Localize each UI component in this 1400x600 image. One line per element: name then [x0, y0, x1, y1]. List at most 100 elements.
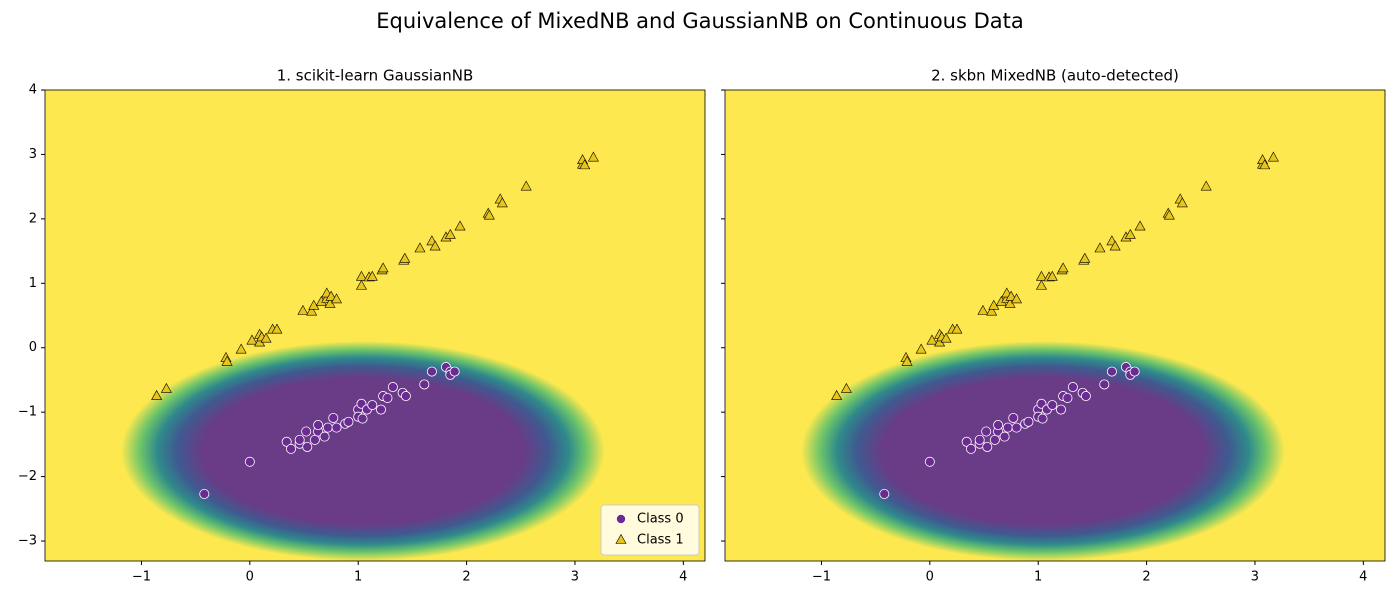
- point: [974, 434, 985, 445]
- y-tick-label: 3: [29, 147, 37, 162]
- point: [1079, 252, 1091, 263]
- point: [309, 434, 320, 445]
- x-tick-label: 0: [926, 570, 934, 585]
- point: [1062, 392, 1073, 403]
- y-tick-label: 1: [29, 276, 37, 291]
- point: [221, 355, 233, 366]
- point: [319, 431, 330, 442]
- y-tick-label: −1: [18, 405, 37, 420]
- point: [993, 420, 1004, 431]
- point: [286, 443, 297, 454]
- axes-title: 2. skbn MixedNB (auto-detected): [931, 67, 1179, 85]
- point: [1129, 366, 1140, 377]
- point: [1176, 197, 1188, 208]
- point: [313, 420, 324, 431]
- point: [308, 299, 320, 310]
- point: [901, 355, 913, 366]
- point: [1002, 422, 1013, 433]
- point: [1067, 382, 1078, 393]
- point: [1094, 242, 1106, 253]
- point: [199, 488, 210, 499]
- point: [940, 332, 952, 343]
- x-tick-label: −1: [132, 570, 151, 585]
- legend-label: Class 1: [637, 533, 684, 548]
- point: [1200, 180, 1212, 191]
- point: [981, 426, 992, 437]
- x-tick-label: −1: [812, 570, 831, 585]
- point: [951, 323, 963, 334]
- point: [301, 426, 312, 437]
- point: [982, 441, 993, 452]
- axes-title: 1. scikit-learn GaussianNB: [277, 67, 474, 85]
- x-tick-label: 4: [1359, 570, 1367, 585]
- point: [496, 197, 508, 208]
- y-tick-label: −3: [18, 534, 37, 549]
- point: [483, 209, 495, 220]
- point: [1055, 404, 1066, 415]
- point: [454, 220, 466, 231]
- figure-title: Equivalence of MixedNB and GaussianNB on…: [376, 9, 1024, 33]
- plot-area: [45, 90, 705, 561]
- point: [367, 400, 378, 411]
- x-tick-label: 1: [1034, 570, 1042, 585]
- x-tick-label: 1: [354, 570, 362, 585]
- point: [977, 304, 989, 315]
- point: [419, 379, 430, 390]
- point: [1109, 240, 1121, 251]
- point: [399, 252, 411, 263]
- point: [235, 343, 247, 354]
- point: [377, 262, 389, 273]
- point: [400, 391, 411, 402]
- point: [449, 366, 460, 377]
- axes-frame: [44, 89, 706, 562]
- point: [260, 332, 272, 343]
- plot-area: [725, 90, 1385, 561]
- point: [355, 279, 367, 290]
- point: [1106, 366, 1117, 377]
- x-tick-label: 2: [462, 570, 470, 585]
- x-tick-label: 0: [246, 570, 254, 585]
- point: [924, 456, 935, 467]
- point: [244, 456, 255, 467]
- point: [375, 404, 386, 415]
- point: [382, 392, 393, 403]
- point: [579, 159, 591, 170]
- point: [999, 431, 1010, 442]
- point: [331, 293, 343, 304]
- point: [587, 151, 599, 162]
- x-tick-label: 3: [1251, 570, 1259, 585]
- point: [1057, 262, 1069, 273]
- y-tick-label: 0: [29, 340, 37, 355]
- point: [520, 180, 532, 191]
- point: [1011, 422, 1022, 433]
- point: [366, 270, 378, 281]
- point: [840, 382, 852, 393]
- point: [331, 422, 342, 433]
- point: [357, 413, 368, 424]
- point: [926, 334, 938, 345]
- legend-label: Class 0: [637, 512, 684, 527]
- x-tick-label: 2: [1142, 570, 1150, 585]
- legend-marker: [615, 533, 627, 544]
- point: [429, 240, 441, 251]
- decision-region: [801, 341, 1285, 561]
- point: [1011, 293, 1023, 304]
- point: [986, 305, 998, 316]
- point: [414, 242, 426, 253]
- point: [1005, 290, 1017, 301]
- point: [1259, 159, 1271, 170]
- point: [966, 443, 977, 454]
- point: [1267, 151, 1279, 162]
- y-tick-label: −2: [18, 469, 37, 484]
- point: [1046, 270, 1058, 281]
- point: [271, 323, 283, 334]
- x-tick-label: 3: [571, 570, 579, 585]
- point: [444, 228, 456, 239]
- point: [988, 299, 1000, 310]
- point: [306, 305, 318, 316]
- x-tick-label: 4: [679, 570, 687, 585]
- point: [1037, 413, 1048, 424]
- point: [160, 382, 172, 393]
- point: [294, 434, 305, 445]
